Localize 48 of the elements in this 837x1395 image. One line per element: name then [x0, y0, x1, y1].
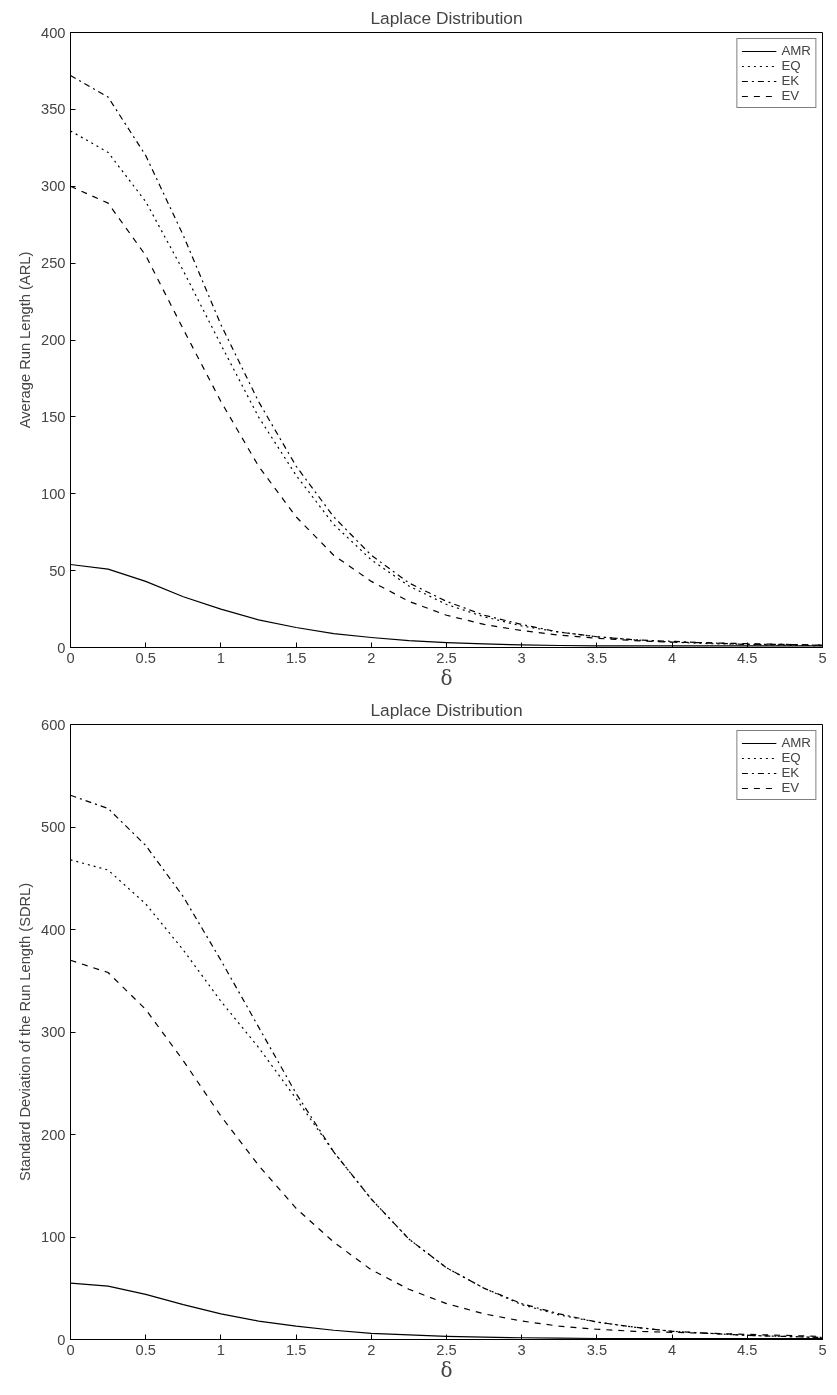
y-tick-label: 250 — [41, 255, 66, 272]
legend-label: EQ — [781, 58, 802, 73]
x-tick-label: 0.5 — [135, 1341, 156, 1358]
y-tick-label: 100 — [41, 1229, 66, 1245]
y-tick-label: 150 — [41, 408, 66, 425]
x-tick-label: 2.5 — [436, 1341, 457, 1358]
x-tick-label: 4.5 — [737, 649, 758, 666]
x-tick-label: 2 — [367, 1341, 376, 1358]
x-tick-label: 1.5 — [285, 1341, 307, 1358]
y-tick-label: 200 — [41, 332, 66, 348]
legend-label: EK — [781, 73, 801, 88]
x-tick-label: 3 — [517, 649, 526, 666]
y-tick-label: 600 — [41, 716, 66, 733]
y-axis-title: Standard Deviation of the Run Length (SDRL) — [17, 882, 34, 1182]
x-tick-label: 0.5 — [135, 649, 156, 666]
y-tick-label: 350 — [41, 101, 66, 118]
x-tick-label: 2 — [367, 649, 376, 666]
x-tick-label: 1 — [216, 1341, 225, 1358]
chart-title: Laplace Distribution — [370, 699, 523, 720]
y-axis-title: Average Run Length (ARL) — [17, 251, 34, 429]
y-tick-label: 400 — [41, 921, 66, 938]
y-tick-label: 50 — [49, 562, 66, 579]
legend-label: EQ — [781, 750, 802, 765]
x-axis-title: δ — [440, 665, 453, 690]
x-tick-label: 2.5 — [436, 649, 457, 666]
legend-label: EV — [781, 780, 801, 795]
x-tick-label: 1 — [216, 649, 225, 666]
legend-label: EV — [781, 88, 801, 103]
y-tick-label: 200 — [41, 1126, 66, 1143]
y-tick-label: 400 — [41, 24, 66, 41]
x-tick-label: 4.5 — [737, 1341, 758, 1358]
x-tick-label: 1.5 — [285, 649, 307, 666]
legend-label: EK — [781, 765, 801, 780]
legend-label: AMR — [781, 735, 811, 750]
legend-label: AMR — [781, 43, 811, 58]
y-tick-label: 300 — [41, 178, 66, 195]
x-axis-title: δ — [440, 1357, 453, 1382]
chart-title: Laplace Distribution — [370, 7, 523, 28]
y-tick-label: 100 — [41, 485, 66, 502]
x-tick-label: 4 — [668, 649, 677, 666]
x-tick-label: 3.5 — [586, 1341, 608, 1358]
x-tick-label: 4 — [668, 1341, 677, 1358]
x-tick-label: 3 — [517, 1341, 526, 1358]
y-tick-label: 500 — [41, 819, 66, 835]
x-tick-label: 5 — [818, 1341, 827, 1358]
x-tick-label: 5 — [818, 649, 827, 666]
x-tick-label: 3.5 — [586, 649, 608, 666]
y-tick-label: 300 — [41, 1024, 66, 1040]
